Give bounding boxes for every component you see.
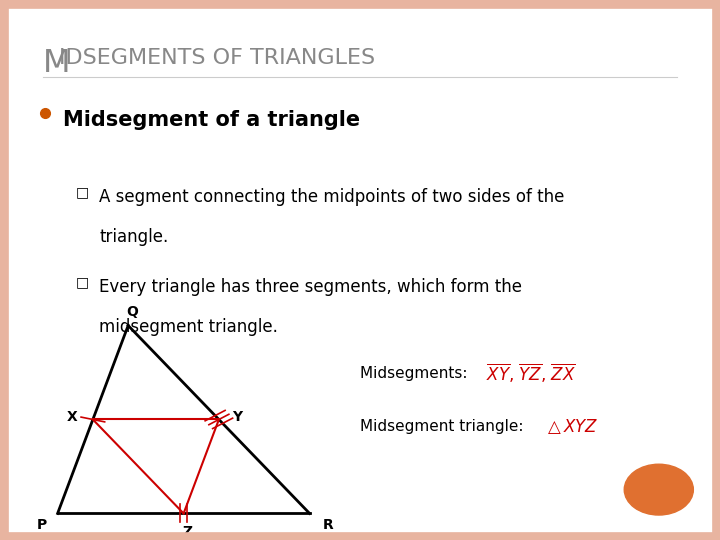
Text: A segment connecting the midpoints of two sides of the: A segment connecting the midpoints of tw… [99,188,564,206]
Text: Midsegment triangle:: Midsegment triangle: [360,418,528,434]
Text: $\triangle XYZ$: $\triangle XYZ$ [544,416,598,436]
Text: X: X [66,410,77,424]
Circle shape [624,464,693,515]
Text: □: □ [76,275,89,289]
Text: Z: Z [182,525,192,539]
Text: Midsegments:: Midsegments: [360,366,472,381]
Text: Midsegment of a triangle: Midsegment of a triangle [63,110,361,130]
Text: midsegment triangle.: midsegment triangle. [99,318,278,335]
Text: M: M [43,48,71,79]
Text: R: R [323,518,333,532]
Text: □: □ [76,185,89,199]
Text: IDSEGMENTS OF TRIANGLES: IDSEGMENTS OF TRIANGLES [59,48,375,68]
Text: $\overline{XY}$, $\overline{YZ}$, $\overline{ZX}$: $\overline{XY}$, $\overline{YZ}$, $\over… [486,362,576,384]
Text: P: P [37,518,47,532]
Text: Q: Q [126,305,138,319]
Text: triangle.: triangle. [99,228,168,246]
Text: Every triangle has three segments, which form the: Every triangle has three segments, which… [99,278,523,296]
Text: Y: Y [232,410,242,424]
